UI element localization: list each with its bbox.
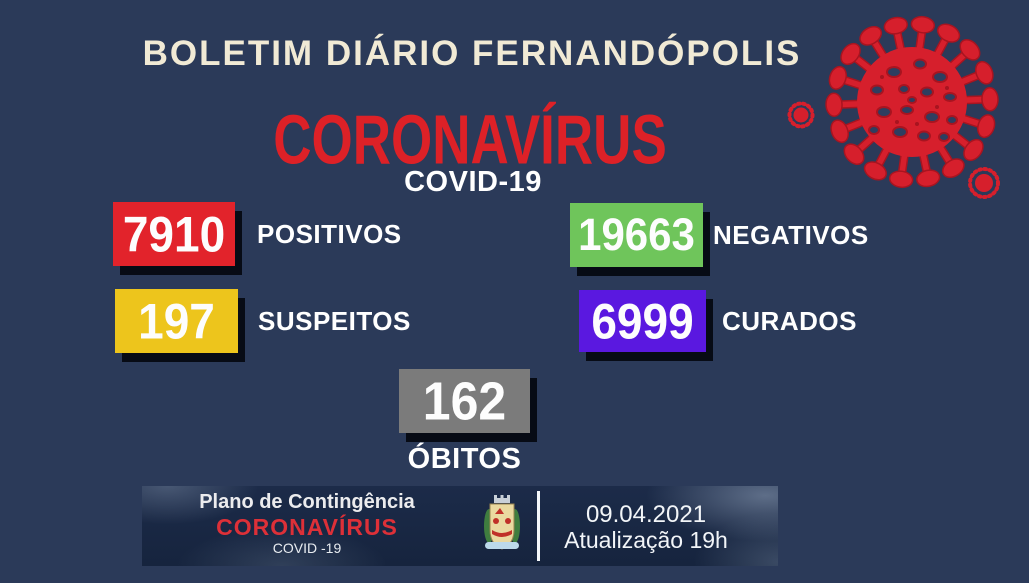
banner-date: 09.04.2021 <box>585 501 707 528</box>
cured-box: 6999 <box>579 290 706 352</box>
virus-small-bottom-right <box>968 167 1000 199</box>
deaths-label: ÓBITOS <box>407 443 522 475</box>
negatives-label: NEGATIVOS <box>713 219 869 250</box>
suspects-box: 197 <box>115 289 238 353</box>
banner-program-title: Plano de Contingência <box>199 491 415 513</box>
subtitle: COVID-19 <box>404 166 542 198</box>
banner-program-block: Plano de Contingência CORONAVÍRUS COVID … <box>157 490 457 556</box>
stat-row-deaths: 162 <box>399 369 530 433</box>
negatives-value: 19663 <box>578 209 695 260</box>
banner-program-covid: COVID -19 <box>272 540 342 556</box>
banner-program-coronavirus: CORONAVÍRUS <box>216 514 398 540</box>
stat-row-positives: 7910 POSITIVOS <box>113 202 402 266</box>
page-title: BOLETIM DIÁRIO FERNANDÓPOLIS <box>142 34 802 73</box>
virus-small-left <box>787 101 815 129</box>
positives-box: 7910 <box>113 202 235 266</box>
suspects-value: 197 <box>138 292 215 350</box>
fernandopolis-coat-of-arms-icon <box>484 495 520 550</box>
suspects-label: SUSPEITOS <box>258 305 411 336</box>
positives-label: POSITIVOS <box>257 218 402 249</box>
coronavirus-icon <box>787 14 1000 199</box>
deaths-box: 162 <box>399 369 530 433</box>
banner-divider <box>537 491 540 561</box>
banner-update-time: Atualização 19h <box>564 527 728 553</box>
stat-row-negatives: 19663 NEGATIVOS <box>570 203 869 267</box>
stat-row-suspects: 197 SUSPEITOS <box>115 289 411 353</box>
positives-value: 7910 <box>122 205 226 263</box>
contingency-plan-banner: Plano de Contingência CORONAVÍRUS COVID … <box>142 486 778 566</box>
cured-label: CURADOS <box>722 305 857 336</box>
virus-main <box>824 14 1000 190</box>
negatives-box: 19663 <box>570 203 703 267</box>
stat-row-cured: 6999 CURADOS <box>579 290 857 352</box>
cured-value: 6999 <box>591 292 694 350</box>
main-title: CORONAVÍRUS <box>273 101 667 180</box>
banner-date-block: 09.04.2021 Atualização 19h <box>546 501 746 553</box>
deaths-value: 162 <box>422 370 507 432</box>
